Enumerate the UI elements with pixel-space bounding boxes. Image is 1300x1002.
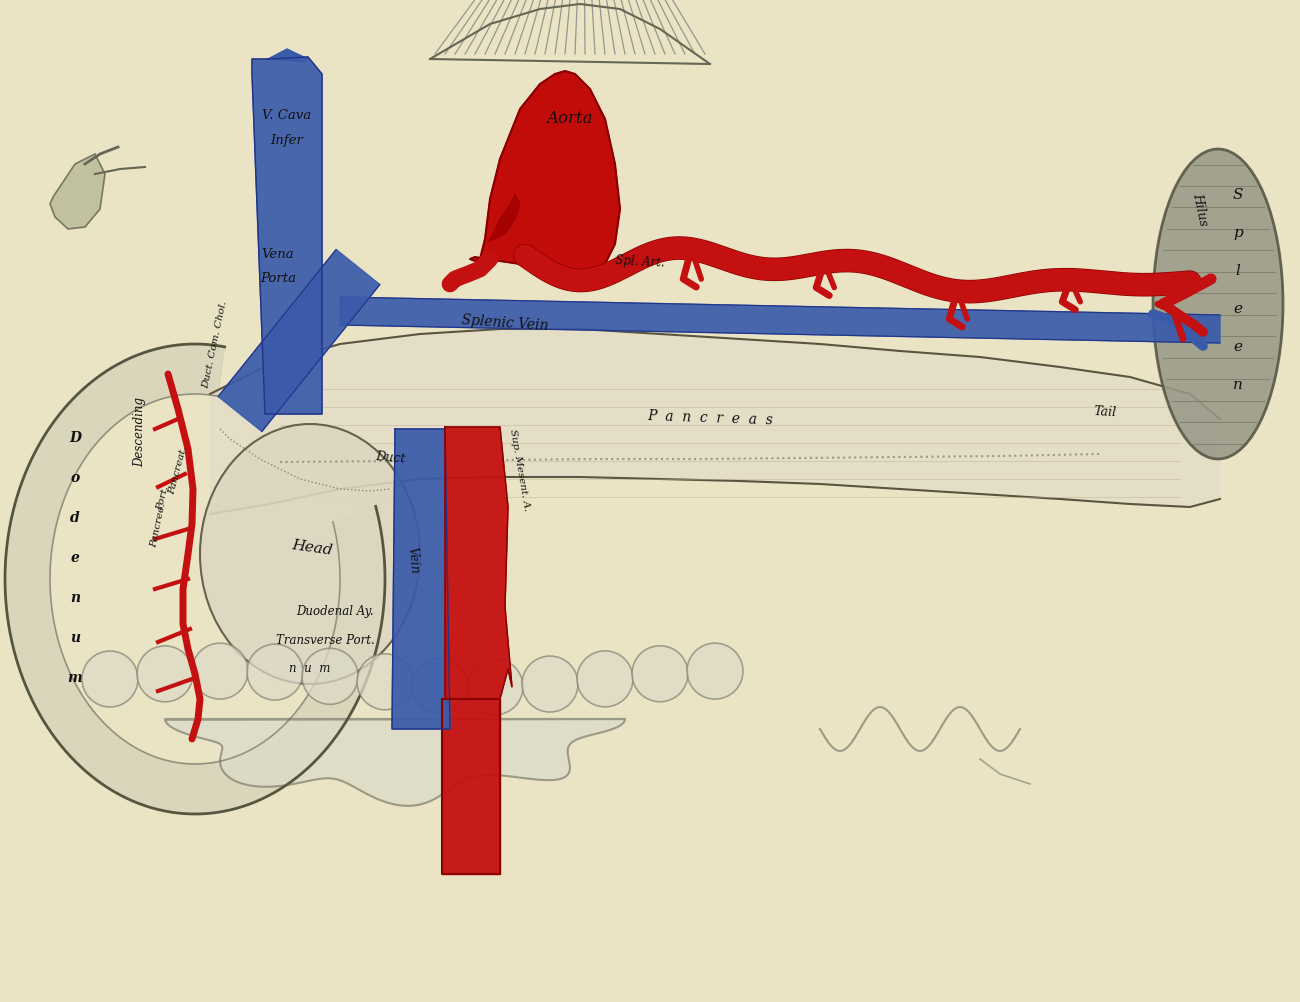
Polygon shape [252,58,322,415]
Text: d: d [70,510,79,524]
Circle shape [192,643,248,699]
Polygon shape [445,428,512,699]
Circle shape [632,646,688,702]
Text: p: p [1234,225,1243,239]
Polygon shape [5,345,385,815]
Text: n: n [70,590,81,604]
Polygon shape [218,250,380,432]
Text: n: n [1234,378,1243,392]
Text: Pancreo.: Pancreo. [150,501,168,548]
Text: Splenic Vein: Splenic Vein [462,313,549,333]
Text: Vena: Vena [261,248,294,262]
Ellipse shape [200,425,420,684]
Text: Transverse Port.: Transverse Port. [276,633,374,646]
Text: Duodenal Ay.: Duodenal Ay. [296,605,374,618]
Circle shape [82,651,138,707]
Circle shape [412,658,468,714]
Text: Sup. Mesent. A.: Sup. Mesent. A. [508,428,532,511]
Text: Descending: Descending [134,397,147,467]
Circle shape [136,646,192,702]
Text: Hilus: Hilus [1191,192,1210,227]
Polygon shape [442,699,501,874]
Text: Pancreat.: Pancreat. [168,445,188,495]
Text: Aorta: Aorta [547,109,593,126]
Text: Vein: Vein [406,545,421,573]
Text: Port.: Port. [156,484,170,511]
Text: e: e [1234,302,1243,316]
Polygon shape [211,330,1219,514]
Text: e: e [1234,340,1243,354]
Polygon shape [488,194,520,241]
Ellipse shape [1153,150,1283,460]
Polygon shape [49,155,105,229]
Text: m: m [68,670,82,684]
Polygon shape [471,72,620,278]
Text: n  u  m: n u m [290,661,330,673]
Text: Duct: Duct [374,450,406,465]
Polygon shape [393,430,450,729]
Circle shape [577,651,633,707]
Polygon shape [341,298,1219,344]
Text: Head: Head [291,538,333,557]
Circle shape [686,643,744,699]
Polygon shape [268,50,308,63]
Text: Duct. Com. Chol.: Duct. Com. Chol. [202,300,229,390]
Text: S: S [1232,187,1243,201]
Text: Porta: Porta [260,272,296,285]
Circle shape [523,656,578,712]
Circle shape [358,654,413,710]
Text: Tail: Tail [1093,405,1117,419]
Text: D: D [69,431,81,445]
Polygon shape [165,719,625,806]
Text: l: l [1235,264,1240,278]
Circle shape [302,648,358,704]
Circle shape [467,659,523,715]
Text: o: o [70,471,79,485]
Text: P  a  n  c  r  e  a  s: P a n c r e a s [647,409,774,427]
Text: u: u [70,630,81,644]
Text: Infer: Infer [270,133,303,146]
Text: Spl. Art.: Spl. Art. [615,254,666,270]
Text: V. Cava: V. Cava [263,108,312,121]
Text: e: e [70,550,79,564]
Circle shape [247,644,303,700]
